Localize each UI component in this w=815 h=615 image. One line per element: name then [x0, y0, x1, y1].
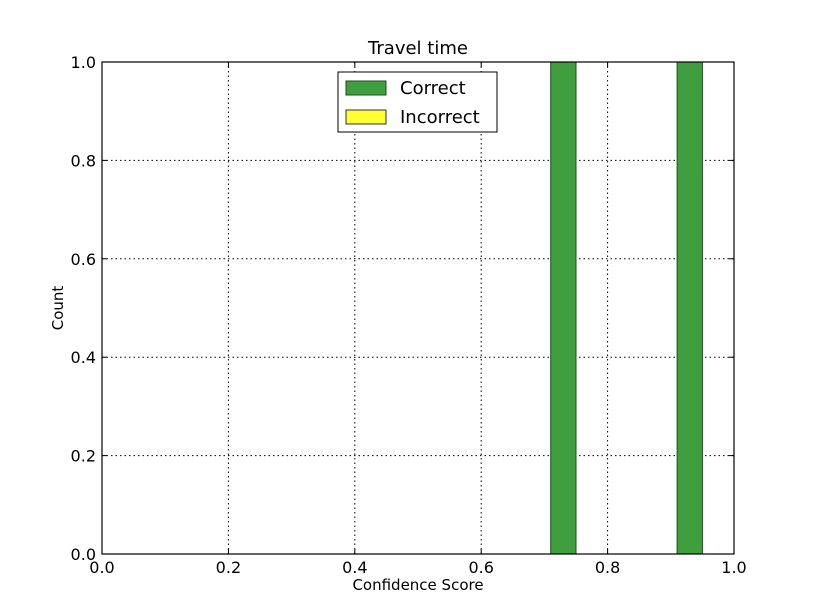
x-tick-label: 0.8	[595, 558, 620, 577]
legend-label-incorrect: Incorrect	[400, 107, 480, 128]
x-tick-label: 0.4	[342, 558, 367, 577]
legend-swatch-correct	[345, 80, 387, 96]
x-axis-label: Confidence Score	[352, 576, 483, 594]
bar-correct	[676, 61, 703, 555]
x-tick-labels: 0.0 0.2 0.4 0.6 0.8 1.0	[89, 558, 746, 577]
legend-swatch-incorrect	[345, 109, 387, 125]
y-tick-label: 0.8	[71, 151, 96, 170]
y-tick-label: 0.4	[71, 348, 96, 367]
y-tick-label: 0.2	[71, 447, 96, 466]
y-axis-label: Count	[49, 286, 67, 331]
y-tick-label: 0.6	[71, 250, 96, 269]
axis-ticks	[101, 61, 735, 555]
x-tick-label: 0.0	[89, 558, 114, 577]
x-tick-label: 0.6	[468, 558, 493, 577]
y-tick-labels: 0.0 0.2 0.4 0.6 0.8 1.0	[71, 53, 96, 564]
bar-correct	[550, 61, 577, 555]
x-tick-label: 1.0	[721, 558, 746, 577]
y-tick-label: 1.0	[71, 53, 96, 72]
y-tick-label: 0.0	[71, 545, 96, 564]
legend-label-correct: Correct	[400, 78, 466, 99]
chart-title: Travel time	[367, 38, 468, 59]
x-tick-label: 0.2	[216, 558, 241, 577]
plot-frame	[101, 61, 735, 555]
legend: Correct Incorrect	[337, 71, 498, 133]
grid-lines	[102, 62, 734, 554]
